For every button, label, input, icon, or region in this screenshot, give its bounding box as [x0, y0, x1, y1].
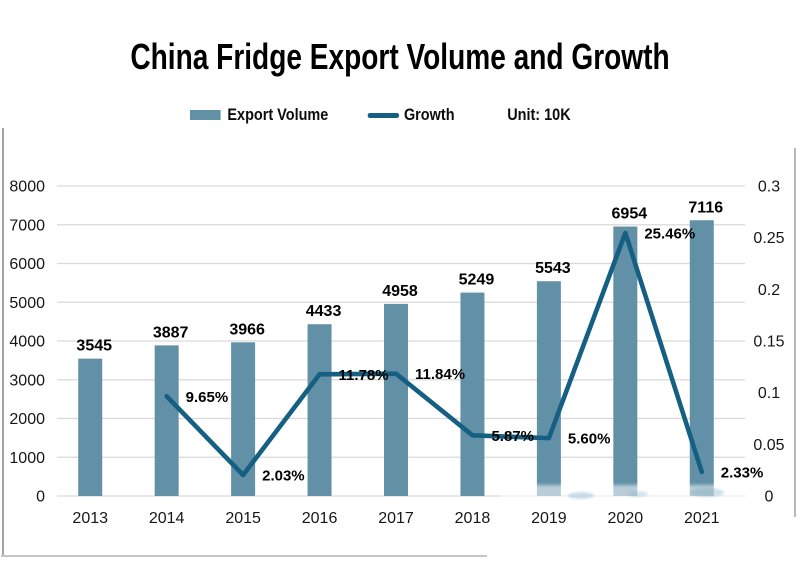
bar-value-label: 3966 — [229, 321, 265, 338]
growth-point-label: 9.65% — [186, 389, 229, 406]
left-axis-tick-label: 8000 — [9, 179, 45, 196]
bar-value-label: 5543 — [535, 260, 571, 277]
growth-line — [164, 230, 705, 478]
x-axis-label: 2017 — [378, 510, 414, 527]
chart-title: China Fridge Export Volume and Growth — [130, 36, 670, 77]
bar-value-label: 5249 — [459, 272, 495, 289]
bar-2017 — [384, 303, 408, 496]
growth-point-label: 5.87% — [491, 428, 534, 445]
x-axis-label: 2021 — [684, 510, 720, 527]
left-axis-tick-label: 5000 — [9, 295, 45, 312]
right-axis-tick-label: 0.2 — [758, 282, 780, 299]
x-axis-label: 2015 — [225, 510, 261, 527]
right-axis-tick-label: 0.1 — [758, 385, 780, 402]
x-axis-label: 2014 — [149, 510, 185, 527]
right-axis-tick-label: 0 — [765, 489, 774, 506]
bar-2015 — [231, 342, 256, 496]
bar-2014 — [154, 345, 179, 496]
left-axis-tick-label: 6000 — [9, 256, 45, 273]
bar-2018 — [460, 292, 485, 496]
x-axis-label: 2019 — [531, 510, 567, 527]
x-axis-label: 2018 — [455, 510, 491, 527]
bar-value-label: 4433 — [306, 303, 342, 320]
left-axis-tick-label: 2000 — [9, 411, 45, 428]
growth-point-label: 2.03% — [262, 468, 305, 485]
left-axis-tick-label: 7000 — [9, 217, 45, 234]
left-axis-tick-label: 1000 — [9, 450, 45, 467]
growth-point-label: 25.46% — [644, 225, 695, 242]
right-axis-tick-label: 0.15 — [753, 334, 784, 351]
bar-2021 — [689, 220, 714, 496]
x-axis-label: 2013 — [72, 510, 108, 527]
left-axis-tick-label: 0 — [36, 489, 45, 506]
bar-2019 — [536, 281, 561, 496]
bar-2016 — [307, 324, 332, 496]
x-axis-label: 2016 — [302, 510, 338, 527]
growth-point-label: 5.60% — [568, 431, 611, 448]
growth-point-label: 11.78% — [339, 367, 389, 384]
bar-2020 — [613, 226, 638, 496]
growth-point-label: 2.33% — [721, 464, 764, 481]
growth-point-label: 11.84% — [415, 366, 465, 383]
legend-bar-swatch-icon — [190, 110, 221, 120]
bar-2013 — [78, 358, 103, 496]
legend-label-export-volume: Export Volume — [227, 105, 329, 124]
legend-label-growth: Growth — [403, 105, 455, 124]
bar-value-label: 3545 — [76, 338, 112, 355]
bar-value-label: 6954 — [612, 206, 648, 223]
bar-value-label: 4958 — [382, 283, 418, 300]
legend-line-swatch-icon — [367, 112, 399, 118]
right-axis-tick-label: 0.3 — [758, 179, 780, 196]
left-axis-tick-label: 4000 — [9, 334, 45, 351]
right-axis-tick-label: 0.05 — [753, 437, 784, 454]
legend: Export Volume Growth Unit: 10K — [190, 105, 571, 125]
left-axis-tick-label: 3000 — [9, 372, 45, 389]
bar-value-label: 7116 — [688, 199, 723, 216]
right-axis-tick-label: 0.25 — [753, 230, 784, 247]
x-axis-label: 2020 — [608, 510, 644, 527]
unit-label: Unit: 10K — [507, 105, 571, 124]
bar-value-label: 3887 — [153, 324, 189, 341]
